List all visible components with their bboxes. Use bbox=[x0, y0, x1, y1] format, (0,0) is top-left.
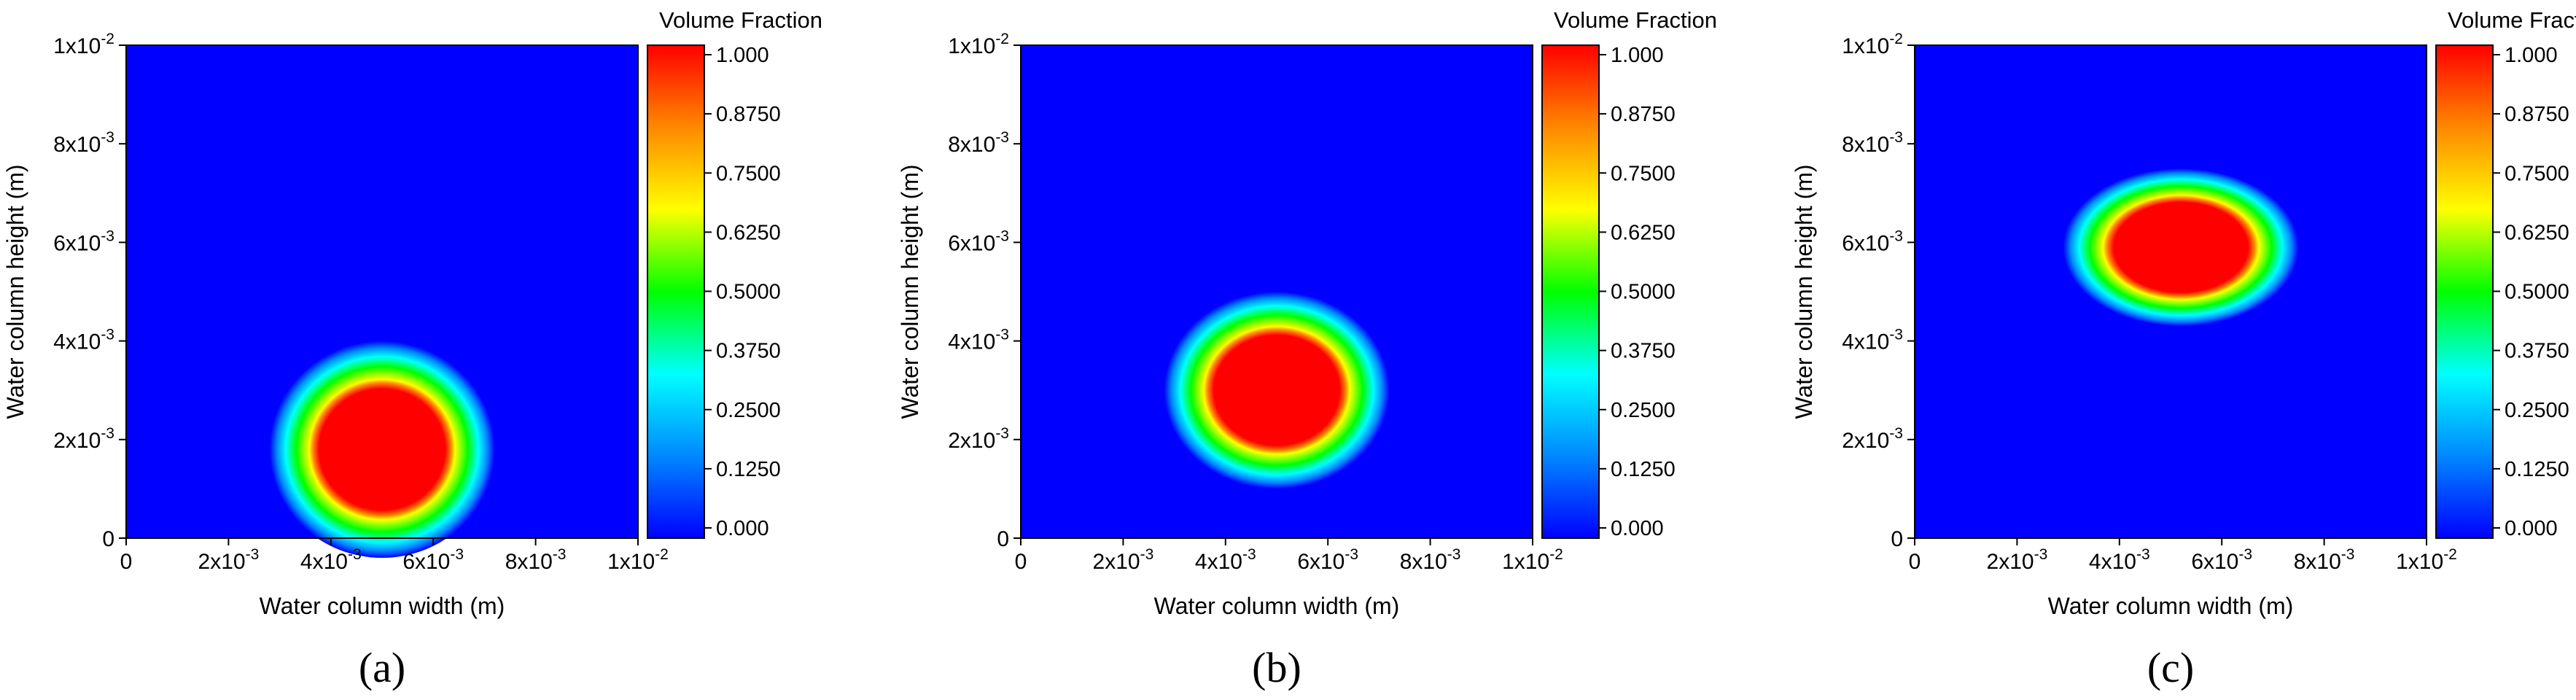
colorbar-tick-label: 0.8750 bbox=[1611, 103, 1676, 126]
colorbar-tick-label: 0.1250 bbox=[1611, 458, 1676, 481]
colorbar-tick-label: 1.000 bbox=[2505, 44, 2558, 67]
colorbar-tick-label: 0.2500 bbox=[2505, 399, 2569, 422]
y-tick-label: 6x10-3 bbox=[1842, 228, 1903, 255]
y-tick-label: 0 bbox=[997, 527, 1009, 551]
y-tick-label: 6x10-3 bbox=[948, 228, 1009, 255]
y-tick-label: 6x10-3 bbox=[53, 228, 114, 255]
colorbar-tick-label: 0.3750 bbox=[2505, 340, 2569, 363]
colorbar-tick-label: 0.3750 bbox=[1611, 340, 1676, 363]
panel-caption: (b) bbox=[1252, 644, 1301, 691]
colorbar-tick-label: 0.8750 bbox=[2505, 103, 2569, 126]
colorbar-title: Volume Fraction bbox=[1554, 7, 1717, 33]
y-tick-label: 1x10-2 bbox=[53, 31, 114, 58]
colorbar-tick-label: 0.7500 bbox=[716, 162, 781, 185]
colorbar-tick-label: 1.000 bbox=[716, 44, 769, 67]
colorbar-tick-label: 0.6250 bbox=[1611, 221, 1676, 244]
y-tick-label: 8x10-3 bbox=[1842, 129, 1903, 157]
y-axis-label: Water column height (m) bbox=[897, 164, 923, 419]
chart-panel: 0 2x10-3 4x10-3 6x10-3 8x10-3 1x10-2 0 2x10-3 4x… bbox=[2, 7, 822, 691]
colorbar-tick-label: 0.5000 bbox=[2505, 281, 2569, 304]
x-tick-label: 2x10-3 bbox=[198, 546, 260, 574]
colorbar bbox=[647, 44, 705, 539]
colorbar-tick-label: 0.7500 bbox=[2505, 162, 2569, 185]
bubble bbox=[269, 341, 495, 559]
panel-caption: (c) bbox=[2147, 644, 2194, 691]
chart-panel: 0 2x10-3 4x10-3 6x10-3 8x10-3 1x10-2 0 2x10-3 4x… bbox=[897, 7, 1717, 691]
x-tick-label: 6x10-3 bbox=[2191, 546, 2252, 574]
x-axis-label: Water column width (m) bbox=[2048, 593, 2294, 619]
colorbar-tick-label: 0.1250 bbox=[716, 458, 781, 481]
colorbar-title: Volume Fraction bbox=[2448, 7, 2576, 33]
bubble bbox=[1164, 292, 1390, 489]
x-tick-label: 2x10-3 bbox=[1987, 546, 2048, 574]
colorbar-tick-label: 0.6250 bbox=[716, 221, 781, 244]
x-tick-label: 0 bbox=[1909, 550, 1921, 574]
panel-caption: (a) bbox=[359, 644, 405, 691]
colorbar-tick-label: 0.000 bbox=[1611, 517, 1664, 540]
y-tick-label: 2x10-3 bbox=[1842, 425, 1903, 453]
bubble bbox=[2063, 168, 2299, 327]
plot-frame bbox=[1914, 44, 2427, 539]
plot-frame bbox=[125, 44, 639, 539]
colorbar-tick-label: 0.5000 bbox=[716, 281, 781, 304]
colorbar bbox=[2435, 44, 2494, 539]
x-tick-label: 8x10-3 bbox=[1400, 546, 1461, 574]
x-tick-label: 1x10-2 bbox=[607, 546, 669, 574]
colorbar-tick-label: 0.2500 bbox=[1611, 399, 1676, 422]
y-tick-label: 8x10-3 bbox=[53, 129, 114, 157]
y-tick-label: 0 bbox=[102, 527, 114, 551]
x-axis-label: Water column width (m) bbox=[1154, 593, 1400, 619]
x-tick-label: 4x10-3 bbox=[2089, 546, 2150, 574]
colorbar bbox=[1541, 44, 1600, 539]
y-tick-label: 0 bbox=[1891, 527, 1903, 551]
y-tick-label: 4x10-3 bbox=[948, 327, 1009, 354]
colorbar-tick-label: 1.000 bbox=[1611, 44, 1664, 67]
y-tick-label: 2x10-3 bbox=[948, 425, 1009, 453]
x-axis-label: Water column width (m) bbox=[260, 593, 505, 619]
y-tick-label: 2x10-3 bbox=[53, 425, 114, 453]
plot-frame bbox=[1020, 44, 1533, 539]
y-tick-label: 1x10-2 bbox=[1842, 31, 1903, 58]
colorbar-tick-label: 0.000 bbox=[716, 517, 769, 540]
y-axis-label: Water column height (m) bbox=[2, 164, 28, 419]
y-tick-label: 8x10-3 bbox=[948, 129, 1009, 157]
y-tick-label: 4x10-3 bbox=[53, 327, 114, 354]
x-tick-label: 1x10-2 bbox=[1502, 546, 1563, 574]
x-tick-label: 6x10-3 bbox=[1297, 546, 1358, 574]
y-tick-label: 4x10-3 bbox=[1842, 327, 1903, 354]
x-tick-label: 4x10-3 bbox=[300, 546, 362, 574]
colorbar-tick-label: 0.8750 bbox=[716, 103, 781, 126]
colorbar-tick-label: 0.5000 bbox=[1611, 281, 1676, 304]
chart-panel: 0 2x10-3 4x10-3 6x10-3 8x10-3 1x10-2 0 2x10-3 4x… bbox=[1791, 7, 2576, 691]
colorbar-tick-label: 0.000 bbox=[2505, 517, 2558, 540]
x-tick-label: 1x10-2 bbox=[2396, 546, 2457, 574]
x-tick-label: 2x10-3 bbox=[1093, 546, 1154, 574]
colorbar-tick-label: 0.7500 bbox=[1611, 162, 1676, 185]
colorbar-tick-label: 0.2500 bbox=[716, 399, 781, 422]
x-tick-label: 6x10-3 bbox=[402, 546, 464, 574]
y-tick-label: 1x10-2 bbox=[948, 31, 1009, 58]
colorbar-tick-label: 0.3750 bbox=[716, 340, 781, 363]
colorbar-tick-label: 0.1250 bbox=[2505, 458, 2569, 481]
y-axis-label: Water column height (m) bbox=[1791, 164, 1817, 419]
colorbar-tick-label: 0.6250 bbox=[2505, 221, 2569, 244]
x-tick-label: 0 bbox=[1015, 550, 1027, 574]
x-tick-label: 0 bbox=[120, 550, 133, 574]
x-tick-label: 4x10-3 bbox=[1195, 546, 1256, 574]
x-tick-label: 8x10-3 bbox=[505, 546, 567, 574]
x-tick-label: 8x10-3 bbox=[2294, 546, 2355, 574]
colorbar-title: Volume Fraction bbox=[659, 7, 822, 33]
